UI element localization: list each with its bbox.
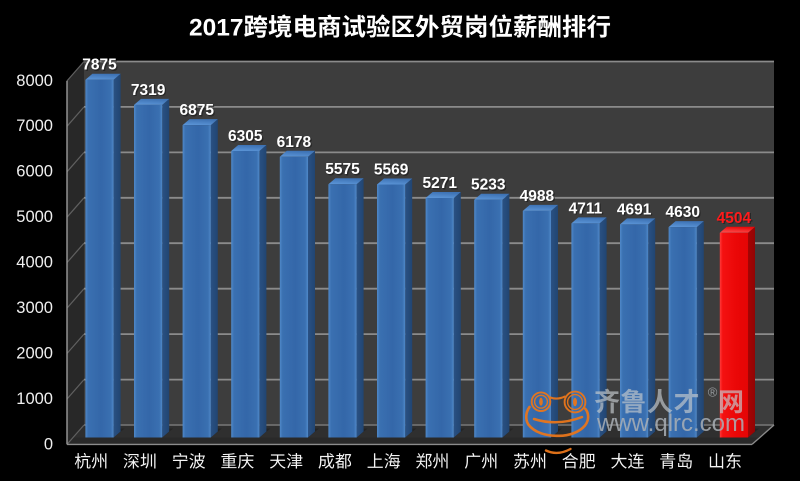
svg-text:4504: 4504 [717,210,752,227]
svg-text:4630: 4630 [667,205,701,222]
svg-text:4988: 4988 [520,188,555,205]
svg-text:6875: 6875 [181,103,216,120]
svg-text:6178: 6178 [278,135,313,152]
svg-text:7319: 7319 [132,83,167,100]
svg-text:5569: 5569 [375,163,410,180]
svg-text:5271: 5271 [424,176,459,193]
svg-text:4691: 4691 [618,203,653,220]
svg-text:7875: 7875 [82,57,117,74]
svg-text:4711: 4711 [569,200,603,217]
svg-text:5233: 5233 [471,177,506,194]
svg-text:2000: 2000 [16,344,53,362]
svg-text:8000: 8000 [16,72,53,90]
svg-text:2017: 2017 [189,15,244,42]
svg-text:4630: 4630 [665,204,699,221]
svg-text:1000: 1000 [16,390,53,408]
svg-text:3000: 3000 [16,299,53,317]
svg-text:7875: 7875 [84,58,119,75]
svg-text:6000: 6000 [16,163,53,181]
svg-text:4988: 4988 [521,189,556,206]
svg-text:7319: 7319 [131,82,166,99]
svg-text:5575: 5575 [327,163,362,180]
svg-text:4504: 4504 [718,211,753,228]
svg-text:5575: 5575 [325,161,360,178]
svg-text:5569: 5569 [374,162,409,179]
svg-text:6305: 6305 [229,129,264,146]
svg-text:®: ® [708,385,718,400]
svg-text:6305: 6305 [228,128,263,145]
svg-text:4000: 4000 [16,254,53,272]
svg-text:www.qlrc.com: www.qlrc.com [596,410,745,437]
svg-text:6875: 6875 [179,102,214,119]
svg-text:4691: 4691 [617,201,652,218]
svg-text:7000: 7000 [16,117,53,135]
svg-text:5271: 5271 [422,175,457,192]
svg-text:5233: 5233 [472,178,507,195]
svg-text:4711: 4711 [570,202,604,219]
svg-text:0: 0 [44,435,53,453]
svg-text:6178: 6178 [277,134,312,151]
svg-text:5000: 5000 [16,208,53,226]
